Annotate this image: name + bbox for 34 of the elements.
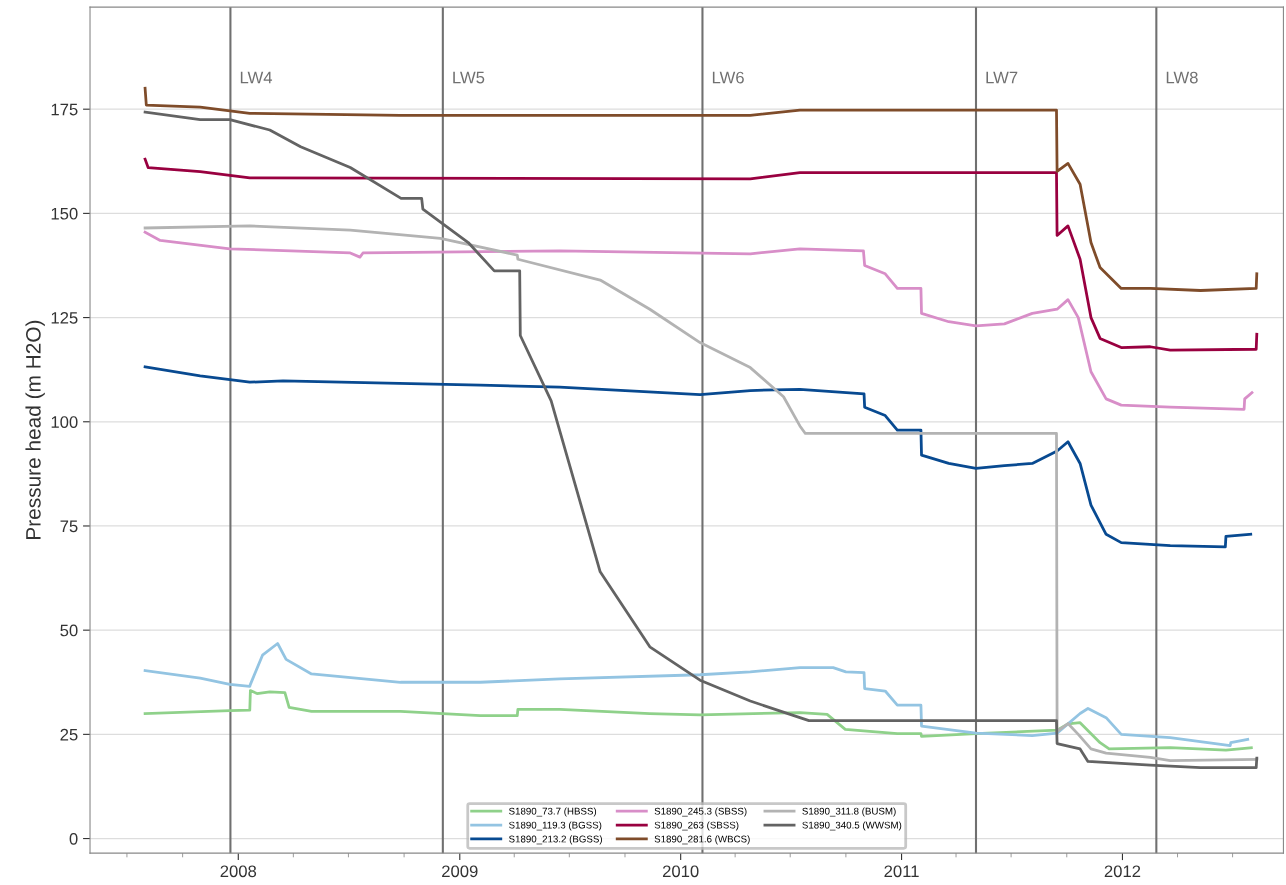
ref-line-label: LW6 <box>712 71 744 84</box>
y-tick-label: 175 <box>51 103 78 116</box>
ref-line-label: LW7 <box>986 71 1018 84</box>
y-tick-label: 0 <box>69 832 78 845</box>
line-series <box>143 157 1259 352</box>
y-tick-label: 125 <box>51 311 78 324</box>
y-tick-label: 25 <box>60 728 78 741</box>
ref-line-label: LW4 <box>240 71 273 84</box>
legend-label: S1890_281.6 (WBCS) <box>654 835 750 845</box>
line-series <box>143 110 1259 770</box>
legend-label: S1890_263 (SBSS) <box>654 821 739 831</box>
x-tick-label: 2008 <box>220 865 257 878</box>
line-series <box>143 689 1253 752</box>
y-tick-label: 75 <box>60 520 78 533</box>
x-tick-label: 2012 <box>1104 865 1141 878</box>
x-tick-label: 2010 <box>662 865 699 878</box>
y-tick-label: 50 <box>60 624 78 637</box>
line-series <box>143 642 1250 747</box>
legend-label: S1890_311.8 (BUSM) <box>802 807 896 817</box>
ref-line-label: LW8 <box>1166 71 1198 84</box>
legend-label: S1890_340.5 (WWSM) <box>802 821 902 831</box>
line-series <box>143 86 1259 292</box>
y-axis-title: Pressure head (m H2O) <box>25 320 45 539</box>
x-tick-label: 2009 <box>442 865 478 878</box>
y-tick-label: 150 <box>51 207 78 220</box>
y-tick-label: 100 <box>51 416 78 428</box>
line-series <box>143 230 1254 411</box>
legend-label: S1890_119.3 (BGSS) <box>509 821 602 831</box>
line-series <box>143 365 1253 549</box>
legend-label: S1890_245.3 (SBSS) <box>654 807 747 817</box>
legend-label: S1890_73.7 (HBSS) <box>509 807 597 817</box>
legend-label: S1890_213.2 (BGSS) <box>509 835 603 845</box>
x-tick-label: 2011 <box>884 865 919 878</box>
ref-line-label: LW5 <box>453 71 485 84</box>
